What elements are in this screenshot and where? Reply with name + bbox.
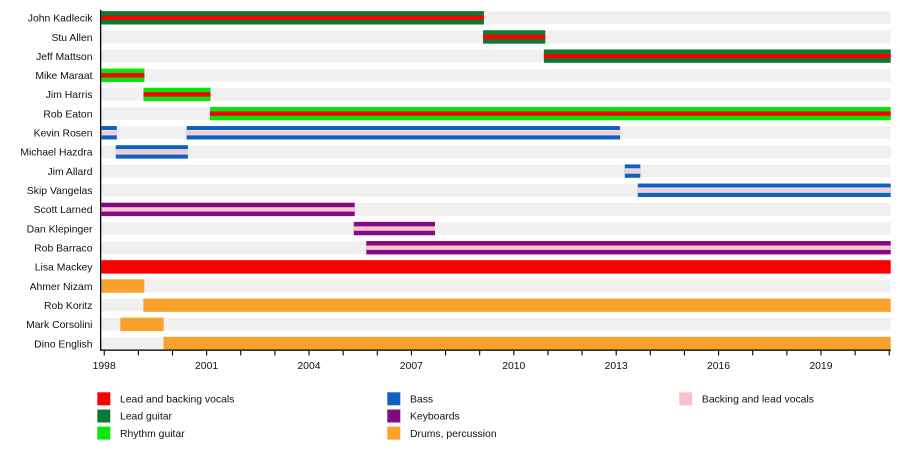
- svg-text:2004: 2004: [297, 361, 320, 372]
- svg-text:Skip Vangelas: Skip Vangelas: [27, 186, 93, 197]
- svg-text:2013: 2013: [605, 361, 628, 372]
- svg-text:Rob Barraco: Rob Barraco: [34, 244, 93, 255]
- svg-text:Mike Maraat: Mike Maraat: [35, 71, 92, 82]
- svg-text:Ahmer Nizam: Ahmer Nizam: [30, 282, 93, 293]
- svg-text:Dan Klepinger: Dan Klepinger: [27, 224, 93, 235]
- svg-text:Bass: Bass: [410, 395, 433, 406]
- svg-text:2001: 2001: [195, 361, 218, 372]
- svg-text:Dino English: Dino English: [34, 339, 93, 350]
- svg-text:Lead guitar: Lead guitar: [120, 412, 173, 423]
- svg-text:Scott Larned: Scott Larned: [34, 205, 93, 216]
- svg-text:2019: 2019: [809, 361, 832, 372]
- svg-text:Lisa Mackey: Lisa Mackey: [35, 263, 94, 274]
- svg-text:Rob Koritz: Rob Koritz: [44, 301, 93, 312]
- svg-text:Mark Corsolini: Mark Corsolini: [26, 320, 92, 331]
- svg-text:2010: 2010: [502, 361, 525, 372]
- svg-text:2007: 2007: [400, 361, 423, 372]
- svg-text:Jim Harris: Jim Harris: [46, 90, 93, 101]
- svg-text:Jim Allard: Jim Allard: [47, 167, 92, 178]
- svg-text:Keyboards: Keyboards: [410, 412, 460, 423]
- svg-text:2016: 2016: [707, 361, 730, 372]
- svg-text:Michael Hazdra: Michael Hazdra: [20, 148, 92, 159]
- svg-text:Stu Allen: Stu Allen: [51, 33, 92, 44]
- svg-text:Backing and lead vocals: Backing and lead vocals: [702, 395, 814, 406]
- svg-text:Kevin Rosen: Kevin Rosen: [34, 129, 93, 140]
- svg-text:Jeff Mattson: Jeff Mattson: [36, 52, 93, 63]
- svg-text:Lead and backing vocals: Lead and backing vocals: [120, 395, 234, 406]
- svg-text:1998: 1998: [93, 361, 116, 372]
- svg-text:Drums, percussion: Drums, percussion: [410, 429, 497, 440]
- svg-text:Rob Eaton: Rob Eaton: [43, 109, 92, 120]
- svg-text:John Kadlecik: John Kadlecik: [28, 14, 93, 25]
- svg-text:Rhythm guitar: Rhythm guitar: [120, 429, 185, 440]
